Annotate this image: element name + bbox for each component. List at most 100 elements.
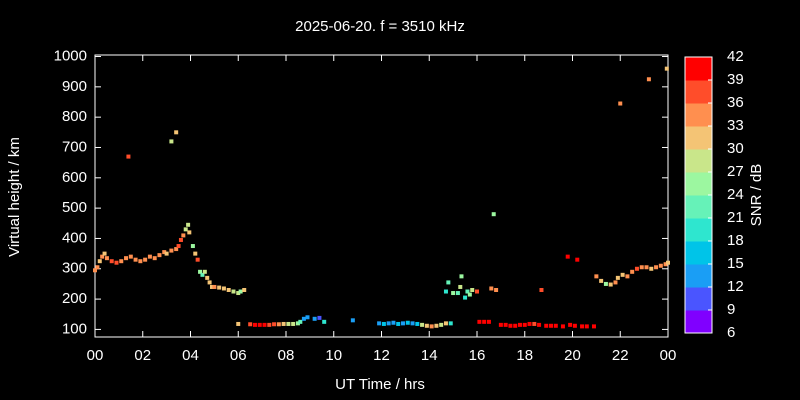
data-point xyxy=(591,324,596,329)
x-tick-label: 18 xyxy=(516,347,533,364)
data-point xyxy=(527,321,532,326)
data-point xyxy=(565,254,570,259)
data-point xyxy=(630,269,635,274)
colorbar-segment xyxy=(685,241,712,265)
data-point xyxy=(97,259,102,264)
data-point xyxy=(599,278,604,283)
data-point xyxy=(391,320,396,325)
colorbar-tick-label: 21 xyxy=(727,209,744,226)
colorbar-tick-label: 18 xyxy=(727,232,744,249)
y-tick-label: 500 xyxy=(62,199,87,216)
data-point xyxy=(451,291,456,296)
data-point xyxy=(489,286,494,291)
data-point xyxy=(305,315,310,320)
data-point xyxy=(486,319,491,324)
data-point xyxy=(286,321,291,326)
data-point xyxy=(95,265,100,270)
data-point xyxy=(465,289,470,294)
data-point xyxy=(322,319,327,324)
data-point xyxy=(186,222,191,227)
data-point xyxy=(613,280,618,285)
data-point xyxy=(295,321,300,326)
colorbar-segment xyxy=(685,57,712,81)
data-point xyxy=(568,322,573,327)
data-point xyxy=(544,323,549,328)
data-point xyxy=(231,289,236,294)
colorbar-tick-label: 30 xyxy=(727,140,744,157)
x-axis-label: UT Time / hrs xyxy=(335,376,425,393)
data-point xyxy=(443,289,448,294)
data-point xyxy=(467,292,472,297)
data-point xyxy=(429,324,434,329)
data-point xyxy=(539,288,544,292)
data-point xyxy=(491,212,496,217)
data-point xyxy=(634,266,639,271)
colorbar-segment xyxy=(685,287,712,311)
data-point xyxy=(200,272,205,277)
x-tick-label: 22 xyxy=(612,347,629,364)
data-point xyxy=(463,295,468,300)
data-point xyxy=(434,323,439,328)
data-point xyxy=(138,259,143,264)
chart-title: 2025-06-20. f = 3510 kHz xyxy=(295,18,465,35)
data-point xyxy=(420,322,425,327)
data-point xyxy=(205,275,210,280)
data-point xyxy=(615,275,620,280)
colorbar-segment xyxy=(685,149,712,173)
data-point xyxy=(128,254,133,259)
colorbar-tick-label: 12 xyxy=(727,278,744,295)
colorbar-tick-label: 9 xyxy=(727,301,735,318)
data-point xyxy=(152,256,157,261)
data-point xyxy=(102,251,107,256)
data-point xyxy=(157,253,162,258)
colorbar-tick-label: 15 xyxy=(727,255,744,272)
data-point xyxy=(93,268,97,273)
data-point xyxy=(207,280,212,285)
data-point xyxy=(174,130,179,135)
data-point xyxy=(410,321,415,326)
data-point xyxy=(644,265,649,270)
data-point xyxy=(164,251,169,256)
data-point xyxy=(195,257,200,262)
x-tick-label: 10 xyxy=(325,347,342,364)
colorbar-tick-label: 42 xyxy=(727,48,744,65)
data-point xyxy=(143,257,148,262)
data-point xyxy=(298,319,303,324)
data-point xyxy=(169,139,174,144)
data-point xyxy=(386,321,391,326)
data-point xyxy=(400,321,405,326)
data-point xyxy=(666,260,670,265)
data-point xyxy=(654,265,659,270)
data-point xyxy=(560,324,565,329)
data-point xyxy=(470,288,475,292)
data-point xyxy=(439,322,444,327)
data-point xyxy=(415,321,420,326)
x-tick-label: 00 xyxy=(660,347,677,364)
y-tick-label: 300 xyxy=(62,260,87,277)
data-point xyxy=(281,321,286,326)
x-tick-label: 16 xyxy=(469,347,486,364)
data-point xyxy=(257,322,262,327)
data-point xyxy=(276,322,281,327)
colorbar-segment xyxy=(685,126,712,150)
colorbar-segment xyxy=(685,195,712,219)
x-tick-label: 06 xyxy=(230,347,247,364)
data-point xyxy=(267,322,272,327)
data-point xyxy=(494,288,499,292)
colorbar-tick-label: 36 xyxy=(727,94,744,111)
data-point xyxy=(646,77,651,82)
data-point xyxy=(301,316,306,321)
y-tick-label: 700 xyxy=(62,138,87,155)
data-point xyxy=(620,272,625,277)
data-point xyxy=(537,322,542,327)
x-tick-label: 08 xyxy=(278,347,295,364)
data-point xyxy=(178,237,183,242)
data-point xyxy=(126,154,131,159)
data-point xyxy=(176,244,181,249)
x-tick-label: 00 xyxy=(87,347,104,364)
data-point xyxy=(513,323,518,328)
data-point xyxy=(517,322,522,327)
data-point xyxy=(553,323,558,328)
